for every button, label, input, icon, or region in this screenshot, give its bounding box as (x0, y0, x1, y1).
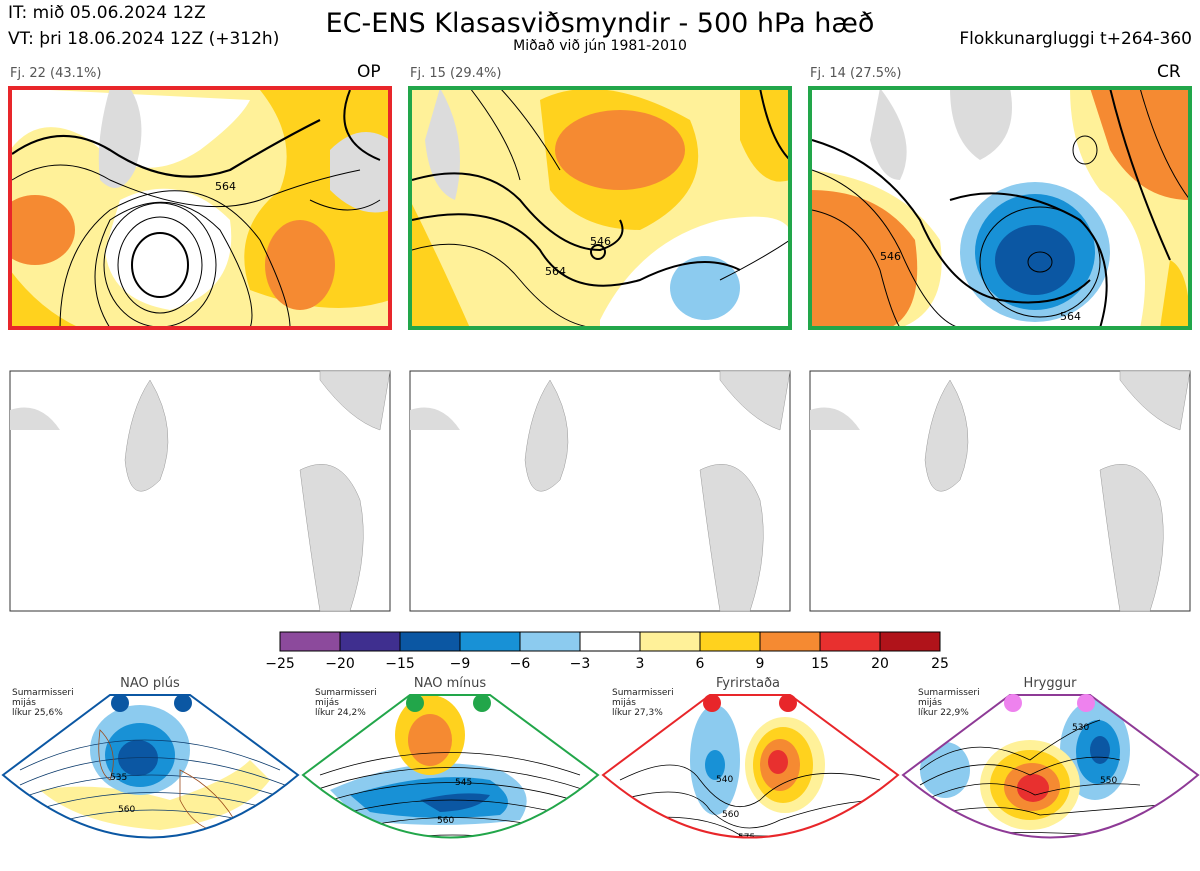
svg-text:545: 545 (455, 778, 472, 788)
colorbar-tick-label: −3 (569, 656, 591, 672)
regime-1-info: Sumarmisseri mijás líkur 25,6% (12, 688, 74, 718)
colorbar-swatch (699, 631, 761, 652)
colorbar-tick-label: 3 (635, 656, 645, 672)
cluster-map-3: 546 564 (810, 88, 1190, 328)
svg-text:575: 575 (738, 833, 755, 843)
colorbar-tick-label: 25 (931, 656, 949, 672)
colorbar-tick-label: 15 (811, 656, 829, 672)
contour-label: 564 (545, 265, 566, 278)
empty-map-3 (809, 370, 1191, 612)
colorbar-swatch (639, 631, 701, 652)
colorbar-swatch (579, 631, 641, 652)
page-subtitle: Miðað við jún 1981-2010 (513, 38, 687, 54)
svg-text:550: 550 (1100, 776, 1117, 786)
panel-3-label: Fj. 14 (27.5%) (810, 66, 902, 81)
colorbar-tick-label: −15 (385, 656, 415, 672)
svg-text:540: 540 (716, 775, 733, 785)
colorbar-swatch (399, 631, 461, 652)
regime-3-info: Sumarmisseri mijás líkur 27,3% (612, 688, 674, 718)
panel-1-tag: OP (357, 62, 381, 82)
regime-3-title: Fyrirstaða (715, 676, 781, 691)
regime-4-info: Sumarmisseri mijás líkur 22,9% (918, 688, 980, 718)
page-title: EC-ENS Klasasviðsmyndir - 500 hPa hæð (325, 8, 875, 39)
colorbar-swatch (879, 631, 941, 652)
panel-2-border (408, 86, 792, 330)
svg-text:530: 530 (1072, 723, 1089, 733)
regime-1-title: NAO plús (120, 676, 180, 691)
svg-text:560: 560 (437, 816, 454, 826)
empty-maps (9, 370, 1191, 612)
colorbar-tick-label: −25 (265, 656, 295, 672)
colorbar-swatch (459, 631, 521, 652)
panel-3-border (808, 86, 1192, 330)
colorbar-tick-label: 6 (695, 656, 705, 672)
svg-text:535: 535 (110, 773, 127, 783)
colorbar-swatch (339, 631, 401, 652)
colorbar-tick-label: −9 (449, 656, 471, 672)
colorbar (279, 631, 941, 652)
classification-window: Flokkunargluggi t+264-360 (959, 29, 1192, 49)
valid-time: VT: þri 18.06.2024 12Z (+312h) (8, 29, 280, 49)
regime-map-4: 530 550 575 (903, 695, 1198, 848)
regime-map-2: 545 560 575 (303, 695, 598, 860)
empty-map-2 (409, 370, 791, 612)
svg-text:560: 560 (118, 805, 135, 815)
svg-text:560: 560 (722, 810, 739, 820)
colorbar-swatch (819, 631, 881, 652)
colorbar-swatch (519, 631, 581, 652)
panel-1-label: Fj. 22 (43.1%) (10, 66, 102, 81)
colorbar-tick-label: 9 (755, 656, 765, 672)
contour-label: 546 (880, 250, 901, 263)
cluster-maps: 564 546 564 (8, 86, 1192, 330)
regime-2-info: Sumarmisseri mijás líkur 24,2% (315, 688, 377, 718)
regime-2-title: NAO mínus (413, 676, 487, 691)
init-time: IT: mið 05.06.2024 12Z (8, 3, 206, 23)
contour-label: 564 (1060, 310, 1081, 323)
panel-2-label: Fj. 15 (29.4%) (410, 66, 502, 81)
colorbar-tick-label: 20 (871, 656, 889, 672)
regime-map-3: 540 560 575 (603, 695, 898, 843)
colorbar-tick-label: −20 (325, 656, 355, 672)
contour-label: 564 (215, 180, 236, 193)
colorbar-swatch (759, 631, 821, 652)
regime-4-title: Hryggur (1023, 676, 1077, 691)
cluster-map-1: 564 (10, 88, 390, 328)
regime-maps: 535 560 545 560 575 5 (1, 694, 1200, 860)
colorbar-tick-label: −6 (509, 656, 531, 672)
regime-map-1: 535 560 (3, 695, 298, 838)
empty-map-1 (9, 370, 391, 612)
svg-text:575: 575 (448, 850, 465, 860)
cluster-map-2: 546 564 (410, 88, 790, 328)
contour-label: 546 (590, 235, 611, 248)
colorbar-swatch (279, 631, 341, 652)
panel-3-tag: CR (1157, 62, 1181, 82)
svg-text:575: 575 (1093, 838, 1110, 848)
panel-1-border (8, 86, 392, 330)
